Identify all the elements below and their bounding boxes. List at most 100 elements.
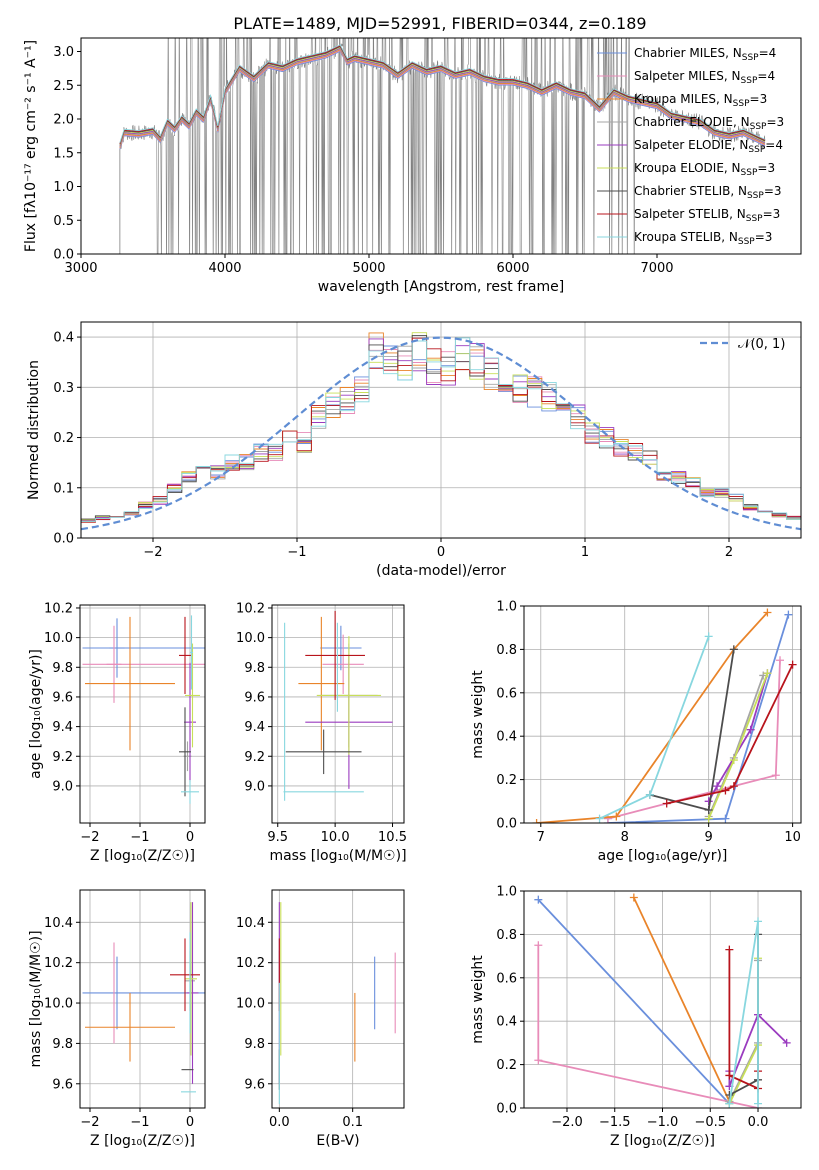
weight-line xyxy=(537,945,759,1108)
axes-frame xyxy=(271,889,405,1109)
x-tick-label: −1.0 xyxy=(647,1115,679,1130)
y-tick-label: 1.0 xyxy=(53,180,74,195)
weight-marker xyxy=(788,660,797,669)
x-tick-label: 7 xyxy=(537,830,545,845)
weight-marker xyxy=(763,669,772,678)
panel-mass-vs-Z: −2 −1 0 9.6 9.8 10.0 10.2 10.4 Z [log₁₀(Z/Z☉)] ma… xyxy=(28,889,206,1149)
panel-weight-vs-Z: −2.0 −1.5 −1.0 −0.5 0.0 0.0 0.2 0.4 0.6 0.8 1.0 Z [… xyxy=(470,885,802,1149)
y-tick-label: 10.0 xyxy=(44,997,73,1012)
weight-marker xyxy=(534,941,543,950)
x-tick-label: 0.0 xyxy=(269,1115,290,1130)
y-tick-label: 10.2 xyxy=(236,956,265,971)
y-tick-label: 0.0 xyxy=(496,817,517,832)
legend-name: Salpeter ELODIE, N xyxy=(634,138,748,152)
x-tick-label: −1 xyxy=(287,545,306,560)
plot-area xyxy=(524,891,801,1108)
x-tick-label: 1 xyxy=(581,545,589,560)
weight-marker xyxy=(725,1090,734,1099)
legend-name: Chabrier MILES, N xyxy=(634,46,742,60)
x-tick-label: 9 xyxy=(705,830,713,845)
panel-age-vs-Z: −2 −1 0 9.0 9.2 9.4 9.6 9.8 10.0 10.2 Z [log₁₀(Z/Z… xyxy=(28,601,206,864)
axes-frame xyxy=(79,604,206,824)
weight-marker xyxy=(784,610,793,619)
x-tick-label: −1 xyxy=(130,1115,149,1130)
figure-title: PLATE=1489, MJD=52991, FIBERID=0344, z=0… xyxy=(233,14,646,33)
x-tick-label: −2.0 xyxy=(551,1115,583,1130)
y-tick-label: 2.5 xyxy=(53,79,74,94)
weight-marker xyxy=(704,814,713,823)
panel-weight-vs-age: 7 8 9 10 0.0 0.2 0.4 0.6 0.8 1.0 age [log₁₀(age/yr… xyxy=(470,600,802,864)
legend-name: Kroupa MILES, N xyxy=(634,92,733,106)
y-axis-label: Flux [fλ10⁻¹⁷ erg cm⁻² s⁻¹ A⁻¹] xyxy=(23,40,39,252)
legend-sub: SSP xyxy=(742,53,759,63)
legend-sub: SSP xyxy=(746,214,763,224)
legend-entry: Salpeter ELODIE, NSSP=4 xyxy=(634,138,783,155)
y-tick-label: 0.1 xyxy=(53,481,74,496)
legend-n: =3 xyxy=(757,161,775,175)
weight-marker xyxy=(771,771,780,780)
legend-entry: Kroupa STELIB, NSSP=3 xyxy=(634,230,772,247)
y-tick-label: 9.4 xyxy=(52,720,73,735)
x-axis-label: wavelength [Angstrom, rest frame] xyxy=(318,279,564,295)
weight-marker xyxy=(729,756,738,765)
axes-frame xyxy=(80,37,802,255)
x-tick-label: 3000 xyxy=(64,261,97,276)
y-tick-label: 0.8 xyxy=(496,928,517,943)
histogram-step xyxy=(81,337,801,538)
legend-name: Salpeter STELIB, N xyxy=(634,207,746,221)
weight-marker xyxy=(534,895,543,904)
y-tick-label: 0.0 xyxy=(53,248,74,263)
plot-area xyxy=(81,322,801,538)
x-tick-label: 9.5 xyxy=(267,830,288,845)
weight-marker xyxy=(704,805,713,814)
legend-n: =4 xyxy=(759,46,777,60)
y-tick-label: 0.5 xyxy=(53,214,74,229)
plot-area xyxy=(524,606,801,823)
legend-name: Chabrier ELODIE, N xyxy=(634,115,750,129)
x-axis-label: Z [log₁₀(Z/Z☉)] xyxy=(610,1133,715,1149)
weight-marker xyxy=(776,656,785,665)
y-axis-label: mass weight xyxy=(470,955,486,1044)
y-tick-label: 9.8 xyxy=(52,661,73,676)
legend-name: Kroupa ELODIE, N xyxy=(634,161,741,175)
legend-sub: SSP xyxy=(748,145,765,155)
weight-marker xyxy=(763,608,772,617)
panel-residuals: 𝒩(0, 1) −2 −1 0 1 2 0.0 0.1 0.2 0.3 0.4 (data-model… xyxy=(26,321,802,579)
weight-marker xyxy=(629,893,638,902)
y-tick-label: 1.5 xyxy=(53,146,74,161)
weight-marker xyxy=(729,782,738,791)
weight-marker xyxy=(603,814,612,823)
legend-entry: Chabrier MILES, NSSP=4 xyxy=(634,46,776,63)
weight-marker xyxy=(713,782,722,791)
y-axis-label: mass weight xyxy=(470,670,486,759)
x-axis-label: (data-model)/error xyxy=(376,563,506,579)
y-tick-label: 9.8 xyxy=(244,661,265,676)
weight-marker xyxy=(754,1099,763,1108)
panel-age-vs-mass: 9.5 10.0 10.5 9.0 9.2 9.4 9.6 9.8 10.0 10.2 mass [… xyxy=(236,601,407,864)
legend-entry: Kroupa MILES, NSSP=3 xyxy=(634,92,767,109)
y-tick-label: 9.4 xyxy=(244,720,265,735)
y-tick-label: 9.6 xyxy=(244,1077,265,1092)
weight-marker xyxy=(532,819,541,823)
weight-line xyxy=(728,949,759,1090)
weight-marker xyxy=(612,812,621,821)
normal-curve xyxy=(81,336,801,531)
weight-marker xyxy=(704,632,713,641)
legend-sub: SSP xyxy=(738,237,755,247)
x-tick-label: 2 xyxy=(725,545,733,560)
x-axis-label: Z [log₁₀(Z/Z☉)] xyxy=(90,848,195,864)
x-tick-label: −1.5 xyxy=(599,1115,631,1130)
legend-n: =4 xyxy=(757,69,775,83)
x-tick-label: 4000 xyxy=(208,261,241,276)
legend-n: =4 xyxy=(765,138,783,152)
y-tick-label: 0.2 xyxy=(496,773,517,788)
x-tick-label: 0 xyxy=(437,545,445,560)
legend-entry: Kroupa ELODIE, NSSP=3 xyxy=(634,161,775,178)
x-tick-label: 5000 xyxy=(352,261,385,276)
y-tick-label: 10.0 xyxy=(236,997,265,1012)
legend-name: Salpeter MILES, N xyxy=(634,69,741,83)
x-tick-label: −2 xyxy=(143,545,162,560)
legend-sub: SSP xyxy=(733,99,750,109)
weight-line xyxy=(607,614,790,823)
